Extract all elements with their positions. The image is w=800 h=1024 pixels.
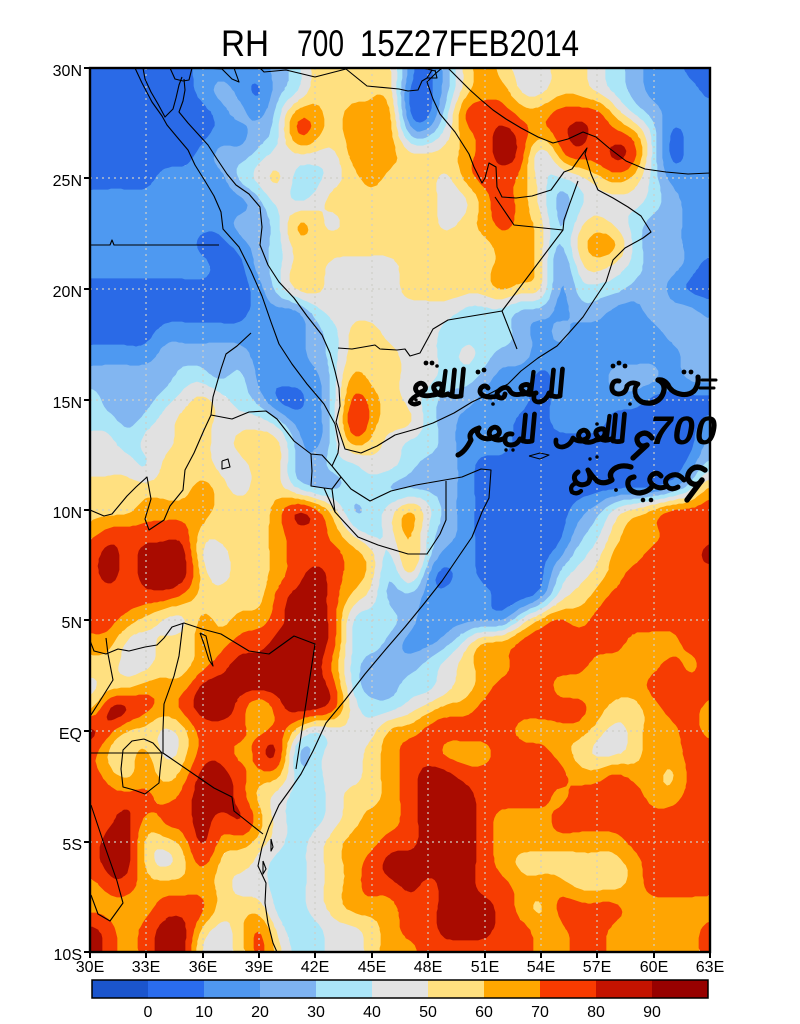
svg-text:80: 80 xyxy=(587,1004,605,1021)
svg-text:10S: 10S xyxy=(54,947,82,964)
svg-text:25N: 25N xyxy=(53,173,82,190)
svg-text:42E: 42E xyxy=(301,959,329,976)
svg-text:10: 10 xyxy=(195,1004,213,1021)
svg-text:EQ: EQ xyxy=(59,726,82,743)
svg-text:40: 40 xyxy=(363,1004,381,1021)
svg-text:30E: 30E xyxy=(76,959,104,976)
svg-text:51E: 51E xyxy=(471,959,499,976)
svg-text:10N: 10N xyxy=(53,505,82,522)
svg-text:48E: 48E xyxy=(414,959,442,976)
svg-text:63E: 63E xyxy=(696,959,724,976)
svg-text:90: 90 xyxy=(643,1004,661,1021)
svg-text:5N: 5N xyxy=(62,615,82,632)
svg-text:70: 70 xyxy=(531,1004,549,1021)
svg-text:60E: 60E xyxy=(640,959,668,976)
svg-text:15N: 15N xyxy=(53,395,82,412)
svg-text:30: 30 xyxy=(307,1004,325,1021)
svg-text:30N: 30N xyxy=(53,63,82,80)
svg-text:54E: 54E xyxy=(527,959,555,976)
svg-text:5S: 5S xyxy=(62,837,82,854)
svg-text:33E: 33E xyxy=(132,959,160,976)
svg-text:700: 700 xyxy=(650,409,717,453)
svg-text:45E: 45E xyxy=(358,959,386,976)
svg-text:57E: 57E xyxy=(583,959,611,976)
svg-text:39E: 39E xyxy=(245,959,273,976)
svg-text:20N: 20N xyxy=(53,284,82,301)
svg-text:50: 50 xyxy=(419,1004,437,1021)
svg-text:20: 20 xyxy=(251,1004,269,1021)
svg-text:60: 60 xyxy=(475,1004,493,1021)
svg-text:36E: 36E xyxy=(189,959,217,976)
svg-text:0: 0 xyxy=(144,1004,153,1021)
